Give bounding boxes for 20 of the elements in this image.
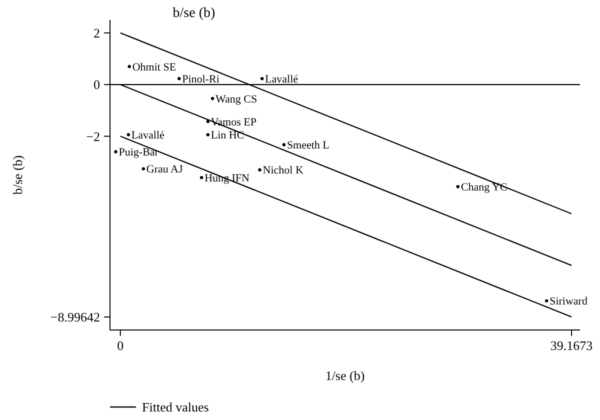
y-tick-label: 2 xyxy=(94,25,100,40)
data-label: Lavallé xyxy=(131,130,165,142)
y-axis-title: b/se (b) xyxy=(10,155,25,195)
data-label: Siriward xyxy=(550,296,588,308)
data-label: Puig-Bar xyxy=(118,146,159,159)
chart-title: b/se (b) xyxy=(172,6,216,21)
x-tick-label: 39.1673 xyxy=(550,338,593,353)
data-label: Smeeth L xyxy=(286,140,330,152)
x-axis-title: 1/se (b) xyxy=(325,368,365,383)
data-label: Pinol-Ri xyxy=(182,73,220,86)
legend-label: Fitted values xyxy=(142,400,209,415)
data-label: Nichol K xyxy=(262,164,304,177)
data-label: Lavallé xyxy=(265,73,298,86)
data-label: Wang CS xyxy=(216,93,258,106)
y-tick-label: −2 xyxy=(86,128,100,144)
y-tick-label: 0 xyxy=(94,77,100,92)
data-label: Lin HC xyxy=(210,130,244,142)
y-tick-label: −8.99642 xyxy=(50,310,100,325)
data-label: Grau AJ xyxy=(146,164,184,176)
data-label: Ohmit SE xyxy=(132,61,176,74)
